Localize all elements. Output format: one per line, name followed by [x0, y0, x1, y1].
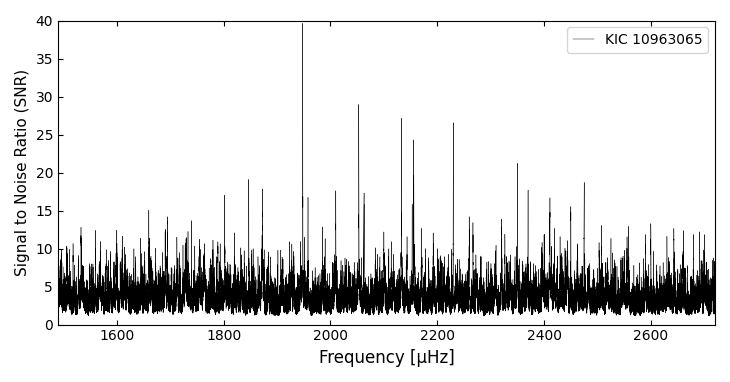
KIC 10963065 [541, 299, 550, 303]
Legend: KIC 10963065: KIC 10963065 [567, 28, 708, 53]
Line: KIC 10963065: KIC 10963065 [58, 23, 715, 316]
X-axis label: Frequency [μHz]: Frequency [μHz] [319, 349, 454, 367]
Y-axis label: Signal to Noise Ratio (SNR): Signal to Noise Ratio (SNR) [15, 69, 30, 276]
KIC 10963065 [299, 21, 307, 26]
KIC 10963065 [710, 277, 719, 281]
KIC 10963065 [212, 302, 220, 307]
KIC 10963065 [449, 283, 458, 288]
KIC 10963065 [410, 293, 419, 298]
KIC 10963065 [99, 293, 107, 298]
KIC 10963065 [480, 314, 488, 318]
KIC 10963065 [305, 306, 314, 311]
KIC 10963065 [54, 280, 63, 285]
